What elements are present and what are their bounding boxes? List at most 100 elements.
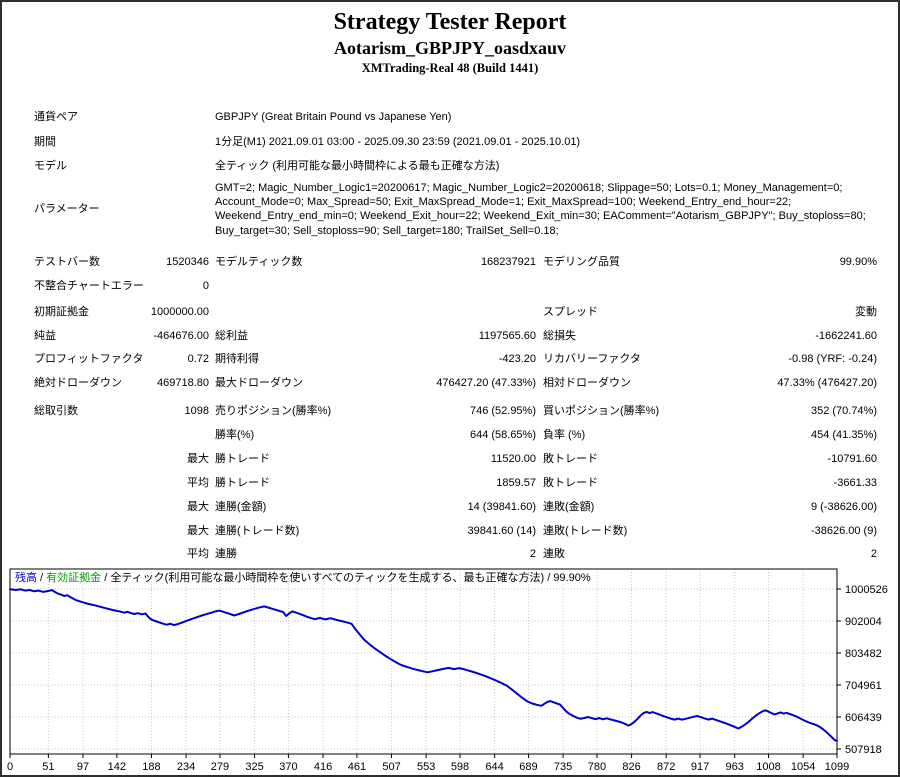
x-axis-label: 689 (519, 761, 537, 773)
equity-curve-chart: 1000526 902004 803482 704961 606439 507918 0 51… (7, 568, 888, 773)
row-label: 連敗 (543, 548, 565, 560)
row-value: 1098 (184, 405, 209, 417)
row-label: 敗トレード (543, 477, 598, 489)
row-label: モデル (34, 160, 67, 172)
row-value: 1859.57 (496, 477, 536, 489)
row-label: プロフィットファクタ (34, 353, 144, 365)
x-axis-label: 553 (417, 761, 435, 773)
row-value: 最大 (187, 501, 209, 513)
report-row: 最大 連勝(金額) 14 (39841.60) 連敗(金額) 9 (-38626.00) (2, 495, 898, 519)
row-value: 最大 (187, 453, 209, 465)
row-label: 期待利得 (215, 353, 259, 365)
row-label: 不整合チャートエラー (34, 280, 144, 292)
x-axis-label: 1054 (791, 761, 815, 773)
report-row: 最大 連勝(トレード数) 39841.60 (14) 連敗(トレード数) -38626.… (2, 519, 898, 543)
x-axis-label: 826 (622, 761, 640, 773)
x-axis-label: 0 (7, 761, 13, 773)
x-axis-label: 142 (108, 761, 126, 773)
x-axis-label: 963 (725, 761, 743, 773)
report-row: 期間 1分足(M1) 2021.09.01 03:00 - 2025.09.30 … (2, 130, 898, 154)
equity-chart-wrap: 1000526 902004 803482 704961 606439 507918 0 51… (7, 565, 896, 775)
row-value: 39841.60 (14) (467, 525, 537, 537)
row-label: スプレッド (543, 306, 598, 318)
y-axis-label: 704961 (845, 680, 882, 692)
row-value: 1197565.60 (478, 330, 536, 342)
row-value: 平均 (187, 477, 209, 489)
x-axis-label: 1008 (756, 761, 780, 773)
row-value: 平均 (187, 548, 209, 560)
row-label: 買いポジション(勝率%) (543, 405, 660, 417)
row-label: 負率 (%) (543, 429, 586, 441)
row-label: 売りポジション(勝率%) (215, 405, 332, 417)
row-value: 1000000.00 (150, 306, 209, 318)
row-label: モデルティック数 (215, 256, 303, 268)
row-value: 11520.00 (490, 453, 536, 465)
y-axis-label: 902004 (845, 616, 882, 628)
legend-item: 全ティック(利用可能な最小時間枠を使いすべてのティックを生成する、最も正確な方法… (110, 570, 544, 584)
row-value: GBPJPY (Great Britain Pound vs Japanese … (215, 111, 452, 123)
x-axis-label: 234 (177, 761, 195, 773)
report-header: Strategy Tester Report Aotarism_GBPJPY_o… (2, 8, 898, 77)
row-label: リカバリーファクタ (543, 353, 641, 365)
row-label: 連敗(トレード数) (543, 525, 628, 537)
report-row: 勝率(%) 644 (58.65%) 負率 (%) 454 (41.35%) (2, 423, 898, 447)
report-row: パラメーター GMT=2; Magic_Number_Logic1=2020061… (2, 180, 898, 238)
x-axis-label: 507 (382, 761, 400, 773)
report-row: 平均 連勝 2 連敗 2 (2, 542, 898, 566)
x-axis-label: 416 (314, 761, 332, 773)
report-row: プロフィットファクタ 0.72 期待利得 -423.20 リカバリーファクタ -0.98 … (2, 347, 898, 371)
row-value: 1520346 (166, 256, 209, 268)
ea-name: Aotarism_GBPJPY_oasdxauv (333, 38, 566, 58)
report-row: 絶対ドローダウン 469718.80 最大ドローダウン 476427.20 (47.3… (2, 371, 898, 395)
row-value: 14 (39841.60) (467, 501, 537, 513)
x-axis-label: 780 (588, 761, 606, 773)
x-axis-label: 325 (245, 761, 263, 773)
legend-item: 99.90% (553, 572, 591, 584)
x-axis-label: 97 (77, 761, 89, 773)
y-axis-label: 1000526 (845, 584, 888, 596)
x-axis-label: 1099 (825, 761, 849, 773)
row-value: 全ティック (利用可能な最小時間枠による最も正確な方法) (215, 160, 500, 172)
report-row: 初期証拠金 1000000.00 スプレッド 変動 (2, 300, 898, 324)
row-label: 勝トレード (215, 453, 270, 465)
x-axis-label: 188 (142, 761, 160, 773)
row-value: -3661.33 (833, 477, 877, 489)
y-axis-label: 803482 (845, 648, 882, 660)
x-axis-label: 51 (42, 761, 54, 773)
report-row: 純益 -464676.00 総利益 1197565.60 総損失 -1662241.60 (2, 324, 898, 348)
row-value: 746 (52.95%) (469, 405, 536, 417)
report-row: 平均 勝トレード 1859.57 敗トレード -3661.33 (2, 471, 898, 495)
report-row: 通貨ペア GBPJPY (Great Britain Pound vs Japan… (2, 105, 898, 129)
x-axis-label: 872 (657, 761, 675, 773)
row-value: 644 (58.65%) (469, 429, 536, 441)
report-row: 最大 勝トレード 11520.00 敗トレード -10791.60 (2, 447, 898, 471)
report-title: Strategy Tester Report (333, 9, 567, 35)
y-axis-label: 606439 (845, 712, 882, 724)
row-label: テストバー数 (34, 256, 100, 268)
row-label: 最大ドローダウン (215, 377, 303, 389)
row-value: -0.98 (YRF: -0.24) (788, 353, 877, 365)
row-value: 99.90% (839, 256, 877, 268)
row-value: 変動 (855, 306, 877, 318)
row-label: 純益 (34, 330, 56, 342)
report-table: 通貨ペア GBPJPY (Great Britain Pound vs Japan… (2, 2, 898, 565)
x-axis-label: 735 (554, 761, 572, 773)
report-row: モデル 全ティック (利用可能な最小時間枠による最も正確な方法) (2, 154, 898, 178)
x-axis-label: 370 (279, 761, 297, 773)
row-label: 総利益 (215, 330, 248, 342)
row-label: 総損失 (543, 330, 576, 342)
row-value: 352 (70.74%) (810, 405, 877, 417)
row-label: 初期証拠金 (34, 306, 89, 318)
report-row: 不整合チャートエラー 0 (2, 274, 898, 298)
row-label: 期間 (34, 136, 56, 148)
server-build: XMTrading-Real 48 (Build 1441) (361, 61, 539, 75)
legend-item: 残高 (15, 570, 37, 584)
x-axis-label: 279 (211, 761, 229, 773)
row-label: 敗トレード (543, 453, 598, 465)
row-value: -10791.60 (827, 453, 877, 465)
chart-legend: 残高 / 有効証拠金 / 全ティック(利用可能な最小時間枠を使いすべてのティック… (15, 570, 591, 584)
row-value: -1662241.60 (815, 330, 877, 342)
row-value: 1分足(M1) 2021.09.01 03:00 - 2025.09.30 23… (215, 136, 581, 148)
row-value: -464676.00 (153, 330, 209, 342)
